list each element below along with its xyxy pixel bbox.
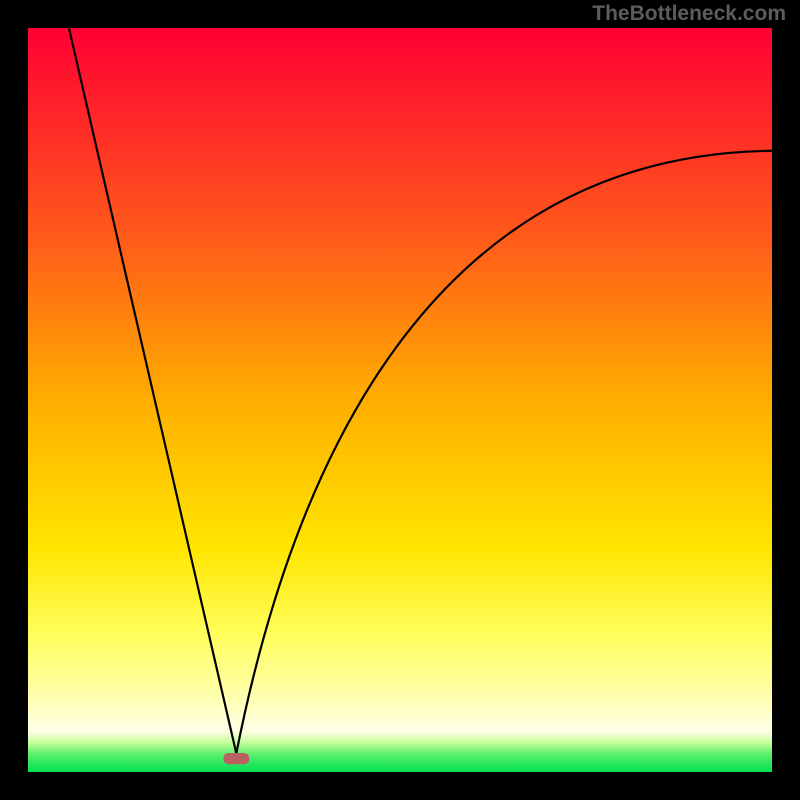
- chart-container: TheBottleneck.com: [0, 0, 800, 800]
- minimum-marker: [223, 753, 249, 764]
- chart-background: [28, 28, 772, 772]
- watermark-label: TheBottleneck.com: [592, 2, 786, 26]
- bottleneck-chart-svg: [0, 0, 800, 800]
